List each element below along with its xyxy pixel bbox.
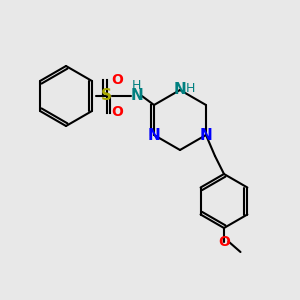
Text: O: O (111, 106, 123, 119)
Text: N: N (148, 128, 160, 142)
Text: O: O (111, 73, 123, 86)
Text: O: O (218, 235, 230, 248)
Text: S: S (101, 88, 112, 104)
Text: N: N (200, 128, 212, 142)
Text: H: H (185, 82, 195, 95)
Text: H: H (132, 79, 141, 92)
Text: N: N (130, 88, 143, 104)
Text: N: N (174, 82, 186, 98)
